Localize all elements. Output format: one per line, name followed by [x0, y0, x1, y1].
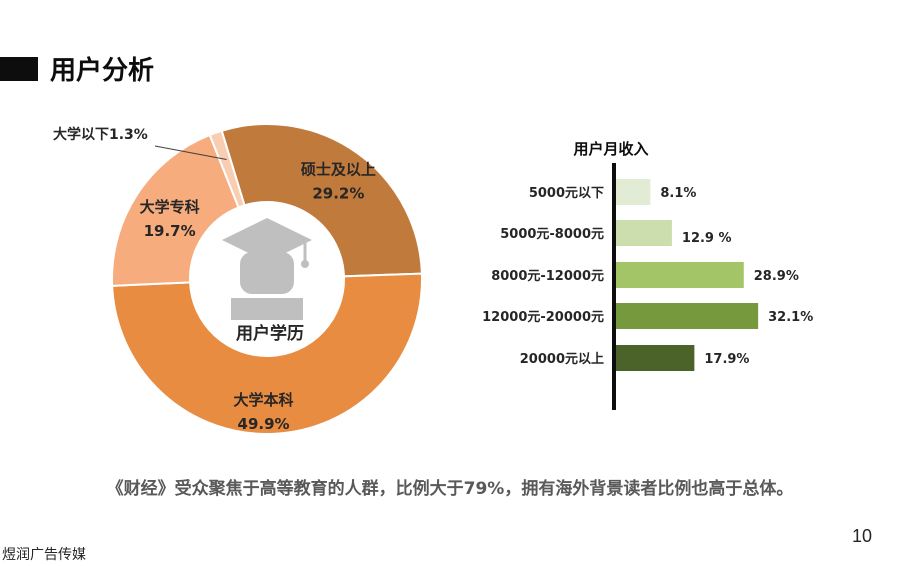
bar [614, 179, 651, 205]
donut-slice [208, 129, 246, 209]
donut-slice [111, 272, 423, 436]
bar-category-label: 8000元-12000元 [491, 269, 604, 284]
bar-value-label: 8.1% [660, 186, 696, 201]
donut-center-label: 用户学历 [236, 323, 304, 344]
slice-label: 大学本科 [234, 391, 294, 409]
page-title: 用户分析 [50, 56, 155, 86]
bar [614, 220, 672, 246]
donut-slice [220, 123, 423, 278]
bar [614, 303, 759, 329]
slice-label: 大学专科 [140, 198, 200, 216]
bar-value-label: 17.9% [704, 352, 749, 367]
page-number: 10 [852, 526, 873, 546]
caption-text: 《财经》受众聚焦于高等教育的人群，比例大于79%，拥有海外背景读者比例也高于总体… [106, 479, 794, 499]
leader-line [154, 145, 227, 161]
bar-category-label: 20000元以上 [520, 352, 604, 367]
bar-category-label: 5000元以下 [529, 186, 604, 201]
bar-category-label: 5000元-8000元 [500, 227, 604, 242]
donut-slice [111, 133, 240, 287]
bar-chart-title: 用户月收入 [573, 140, 648, 158]
title-marker [0, 57, 38, 81]
bar-value-label: 12.9 % [682, 231, 732, 246]
slice-label-external: 大学以下1.3% [53, 126, 148, 143]
slice-value-label: 29.2% [312, 185, 364, 203]
bar-value-label: 32.1% [768, 310, 813, 325]
slice-value-label: 49.9% [238, 415, 290, 433]
bar-value-label: 28.9% [754, 269, 799, 284]
bar-category-label: 12000元-20000元 [482, 310, 604, 325]
graduate-icon [222, 218, 312, 320]
slice-value-label: 19.7% [144, 222, 196, 240]
slice-label: 硕士及以上 [301, 161, 376, 179]
bar [614, 262, 744, 288]
footer-brand: 煜润广告传媒 [2, 547, 86, 563]
bar [614, 345, 695, 371]
